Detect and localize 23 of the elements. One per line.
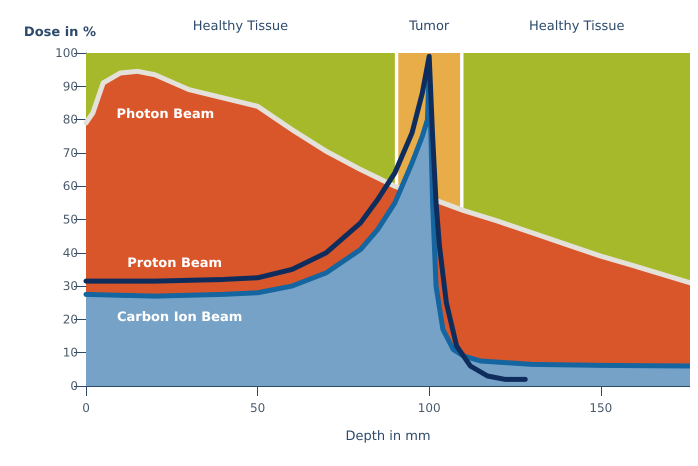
series-label: Proton Beam [127, 256, 222, 272]
y-tick-label: 30 [62, 279, 78, 294]
y-axis-title: Dose in % [24, 25, 96, 40]
series-label: Carbon Ion Beam [116, 310, 242, 326]
y-tick-label: 0 [70, 379, 78, 393]
y-tick-label: 70 [62, 146, 78, 160]
band-label: Healthy Tissue [192, 19, 288, 34]
y-tick-label: 100 [55, 46, 78, 60]
x-tick-label: 50 [250, 401, 266, 415]
band-label: Healthy Tissue [529, 19, 624, 34]
x-tick-label: 150 [589, 401, 612, 415]
band-label: Tumor [408, 19, 450, 34]
x-tick-label: 100 [418, 401, 441, 415]
y-tick-label: 40 [62, 246, 78, 260]
y-tick-label: 50 [62, 212, 78, 226]
y-tick-label: 80 [62, 112, 78, 127]
x-tick-label: 0 [82, 401, 90, 415]
y-tick-label: 10 [62, 346, 78, 360]
y-tick-label: 90 [62, 79, 78, 94]
x-axis-title: Depth in mm [345, 429, 431, 444]
y-tick-label: 20 [62, 312, 78, 326]
y-tick-label: 60 [62, 179, 78, 194]
series-label: Photon Beam [116, 106, 214, 122]
